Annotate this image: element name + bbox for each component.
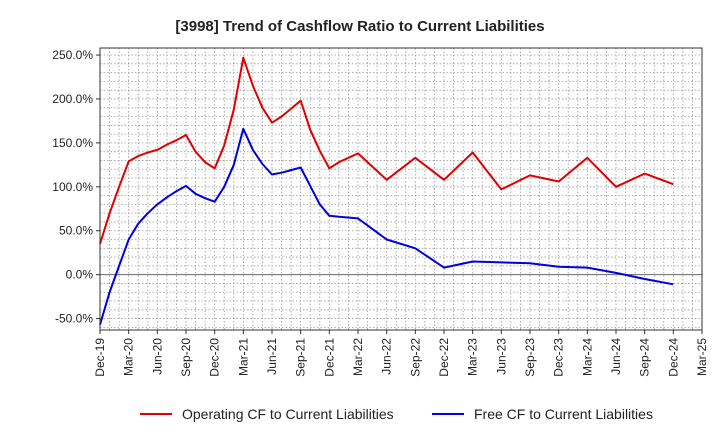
grid [100,48,702,330]
y-axis-ticks: 250.0% 200.0% 150.0% 100.0% 50.0% 0.0% -50.0% [52,48,100,326]
x-tick-label: Jun-21 [265,338,279,375]
legend-label: Free CF to Current Liabilities [474,406,653,422]
x-tick-label: Sep-21 [294,338,308,377]
y-tick-label: 200.0% [52,92,93,106]
x-tick-label: Dec-23 [552,338,566,377]
operating-cf-line [99,56,674,245]
chart-title: [3998] Trend of Cashflow Ratio to Curren… [175,18,544,35]
x-tick-label: Dec-19 [93,338,107,377]
x-tick-label: Mar-22 [351,338,365,376]
plot-frame [99,47,703,331]
y-tick-label: 0.0% [66,268,94,282]
x-tick-label: Sep-24 [638,338,652,377]
x-tick-label: Jun-20 [150,338,164,375]
x-tick-label: Dec-21 [322,338,336,377]
y-tick-label: 250.0% [52,48,93,62]
legend-free-cf: Free CF to Current Liabilities [432,406,653,422]
series-lines [99,56,674,325]
x-tick-label: Dec-20 [208,338,222,377]
x-axis-ticks: Dec-19 Mar-20 Jun-20 Sep-20 Dec-20 Mar-21 Jun-… [93,330,709,377]
x-tick-label: Sep-23 [523,338,537,377]
x-tick-label: Mar-24 [580,338,594,376]
y-tick-label: 100.0% [52,180,93,194]
y-tick-label: 50.0% [59,224,93,238]
free-cf-line [99,127,674,325]
x-tick-label: Jun-22 [380,338,394,375]
legend-label: Operating CF to Current Liabilities [182,406,394,422]
x-tick-label: Jun-24 [609,338,623,375]
legend: Operating CF to Current Liabilities Free … [140,406,653,422]
x-tick-label: Mar-25 [695,338,709,376]
x-tick-label: Dec-22 [437,338,451,377]
x-tick-label: Jun-23 [494,338,508,375]
legend-operating-cf: Operating CF to Current Liabilities [140,406,394,422]
x-tick-label: Sep-20 [179,338,193,377]
x-tick-label: Mar-23 [466,338,480,376]
y-tick-label: -50.0% [55,312,93,326]
x-tick-label: Mar-21 [236,338,250,376]
x-tick-label: Mar-20 [122,338,136,376]
x-tick-label: Dec-24 [666,338,680,377]
x-tick-label: Sep-22 [408,338,422,377]
y-tick-label: 150.0% [52,136,93,150]
